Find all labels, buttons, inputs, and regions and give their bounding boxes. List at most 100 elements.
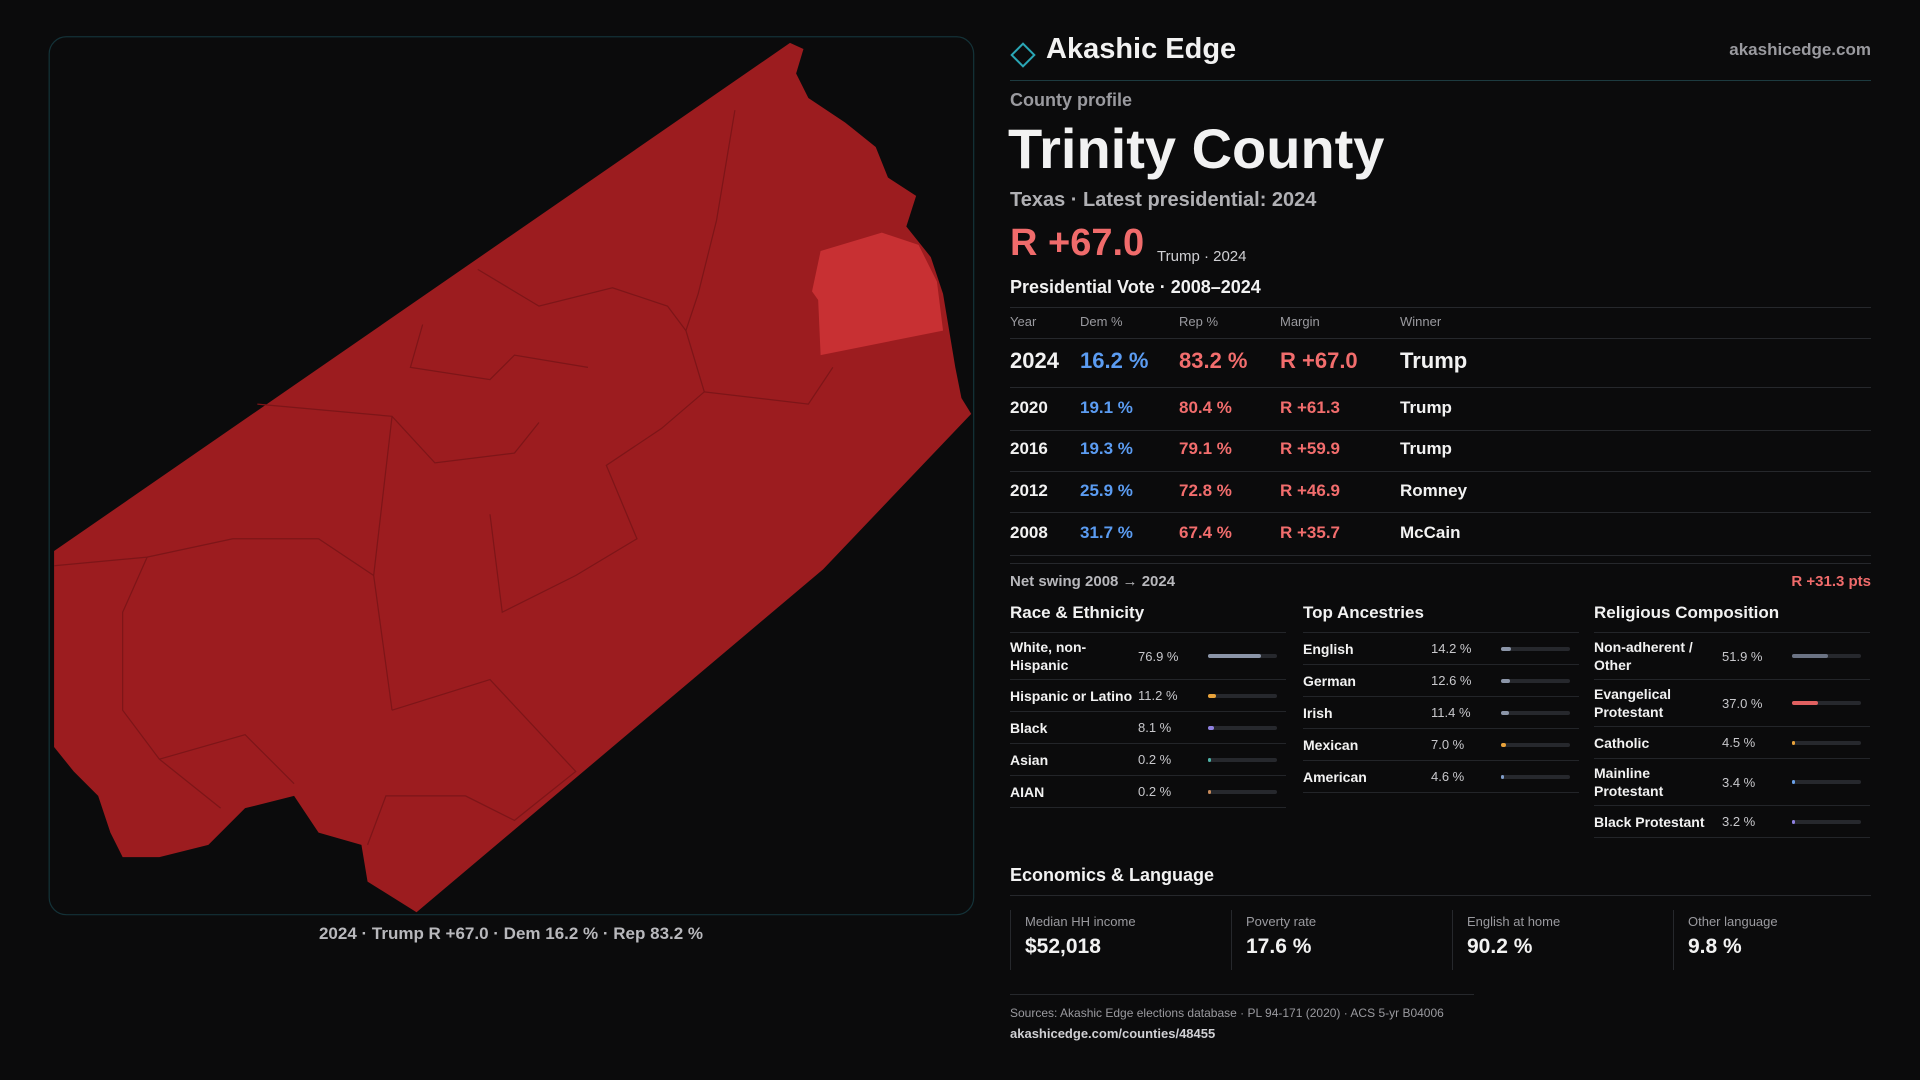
item-value: 7.0 % xyxy=(1431,737,1465,752)
table-cell: 19.3 % xyxy=(1080,438,1133,458)
stat-card: Median HH income $52,018 xyxy=(1010,910,1225,970)
stat-value: $52,018 xyxy=(1025,935,1101,958)
bar-track xyxy=(1208,789,1277,794)
list-row: Hispanic or Latino 11.2 % xyxy=(1010,680,1286,712)
table-cell: R +67.0 xyxy=(1280,347,1358,373)
item-value: 4.6 % xyxy=(1431,769,1465,784)
bar-track xyxy=(1501,774,1570,779)
table-cell: Trump xyxy=(1400,347,1468,373)
list-row: Mainline Protestant 3.4 % xyxy=(1594,759,1870,806)
item-value: 51.9 % xyxy=(1722,648,1763,664)
bar xyxy=(1792,740,1796,745)
table-rule xyxy=(1010,430,1871,431)
item-label: American xyxy=(1303,768,1367,785)
list-row: Mexican 7.0 % xyxy=(1303,729,1579,761)
item-label: English xyxy=(1303,640,1354,657)
item-label: Hispanic or Latino xyxy=(1010,687,1133,704)
table-cell: 31.7 % xyxy=(1080,522,1133,542)
item-label: Irish xyxy=(1303,704,1333,721)
headline-margin: R +67.0 xyxy=(1010,222,1145,264)
bar-track xyxy=(1208,693,1277,698)
table-rule xyxy=(1010,471,1871,472)
bar-track xyxy=(1792,654,1861,658)
stat-value: 9.8 % xyxy=(1688,935,1742,958)
source-url[interactable]: akashicedge.com/counties/48455 xyxy=(1010,1026,1216,1041)
list-row: Asian 0.2 % xyxy=(1010,744,1286,776)
stat-card: Poverty rate 17.6 % xyxy=(1231,910,1446,970)
item-value: 37.0 % xyxy=(1722,695,1763,711)
item-value: 3.4 % xyxy=(1722,774,1756,790)
item-value: 4.5 % xyxy=(1722,735,1756,750)
table-rule xyxy=(1010,555,1871,556)
column-header: Winner xyxy=(1400,314,1442,329)
item-label: White, non-Hispanic xyxy=(1010,639,1087,673)
bar xyxy=(1792,819,1795,824)
item-label: Mainline Protestant xyxy=(1594,765,1664,799)
table-cell: R +59.9 xyxy=(1280,438,1341,458)
bar xyxy=(1792,780,1795,784)
stat-value: 90.2 % xyxy=(1467,935,1533,958)
bar xyxy=(1208,725,1214,730)
bar xyxy=(1792,654,1828,658)
divider xyxy=(1010,80,1871,81)
bar xyxy=(1792,701,1818,705)
stat-label: Other language xyxy=(1688,914,1778,929)
item-label: Black Protestant xyxy=(1594,813,1705,830)
bar-track xyxy=(1501,742,1570,747)
bar xyxy=(1501,678,1510,683)
map-caption: 2024 · Trump R +67.0 · Dem 16.2 % · Rep … xyxy=(318,924,704,943)
divider xyxy=(1010,895,1871,896)
item-label: German xyxy=(1303,672,1356,689)
list-row: Black Protestant 3.2 % xyxy=(1594,806,1870,838)
table-cell: 2024 xyxy=(1010,347,1059,373)
econ-title: Economics & Language xyxy=(1010,865,1215,885)
stat-card: Other language 9.8 % xyxy=(1673,910,1888,970)
list-row: American 4.6 % xyxy=(1303,761,1579,793)
table-cell: 2008 xyxy=(1010,522,1048,542)
column-header: Margin xyxy=(1280,314,1320,329)
list-row: English 14.2 % xyxy=(1303,633,1579,665)
list: Non-adherent / Other 51.9 % Evangelical Pr… xyxy=(1594,632,1870,838)
precinct-lines xyxy=(54,110,834,846)
item-value: 12.6 % xyxy=(1431,673,1472,688)
subtitle: Texas · Latest presidential: 2024 xyxy=(1010,189,1317,211)
county-map xyxy=(48,36,975,916)
swing-label: Net swing 2008 → 2024 xyxy=(1010,573,1176,590)
logo xyxy=(1010,42,1036,68)
item-label: Evangelical Protestant xyxy=(1594,686,1672,720)
item-value: 11.4 % xyxy=(1431,705,1471,720)
bar-track xyxy=(1208,654,1277,658)
table-rule xyxy=(1010,307,1871,308)
brand: Akashic Edge xyxy=(1046,33,1237,65)
item-label: AIAN xyxy=(1010,783,1045,800)
bar xyxy=(1501,742,1506,747)
column-header: Dem % xyxy=(1080,314,1123,329)
item-value: 0.2 % xyxy=(1138,752,1172,767)
bar-track xyxy=(1792,780,1861,784)
kicker: County profile xyxy=(1010,90,1132,110)
county-shape xyxy=(54,42,972,913)
bar-track xyxy=(1208,757,1277,762)
bar-track xyxy=(1792,740,1861,745)
table-cell: Trump xyxy=(1400,438,1452,458)
table-title: Presidential Vote · 2008–2024 xyxy=(1010,277,1261,297)
bar-track xyxy=(1208,725,1277,730)
list: English 14.2 % German 12.6 % Irish 11.4 % Mexi… xyxy=(1303,632,1579,793)
item-label: Asian xyxy=(1010,751,1049,768)
item-value: 3.2 % xyxy=(1722,814,1756,829)
section-title: Religious Composition xyxy=(1594,603,1780,622)
table-cell: Romney xyxy=(1400,480,1468,500)
table-cell: Trump xyxy=(1400,397,1452,417)
table-rule xyxy=(1010,387,1871,388)
table-cell: 80.4 % xyxy=(1179,397,1232,417)
site-link[interactable]: akashicedge.com xyxy=(1729,40,1871,59)
list-row: AIAN 0.2 % xyxy=(1010,776,1286,808)
sources: Sources: Akashic Edge elections database… xyxy=(1010,1006,1444,1020)
item-value: 14.2 % xyxy=(1431,641,1472,656)
table-cell: 19.1 % xyxy=(1080,397,1133,417)
bar-track xyxy=(1501,646,1570,651)
table-rule xyxy=(1010,338,1871,339)
swing-value: R +31.3 pts xyxy=(1791,573,1871,590)
table-cell: 25.9 % xyxy=(1080,480,1133,500)
table-rule xyxy=(1010,563,1871,564)
